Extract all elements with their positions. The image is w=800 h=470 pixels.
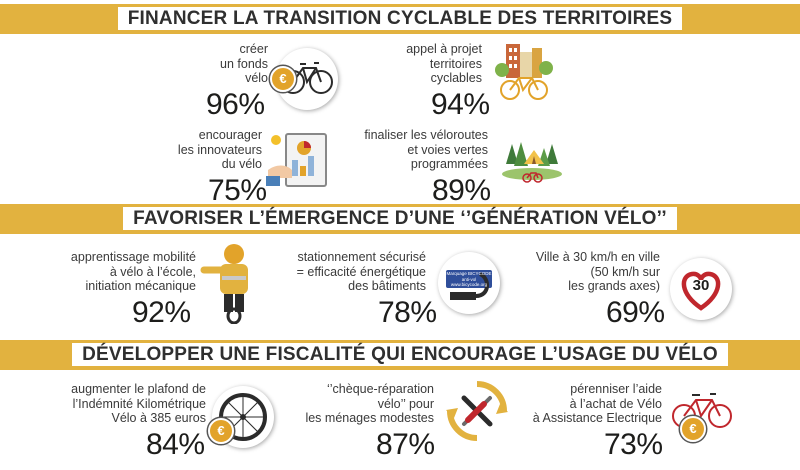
section-title-1: FINANCER LA TRANSITION CYCLABLE DES TERR… <box>0 7 800 30</box>
euro-badge-ebike: € <box>680 416 706 442</box>
section-title-3: DÉVELOPPER UNE FISCALITÉ QUI ENCOURAGE L… <box>0 343 800 366</box>
item-label-aide-vae: pérenniser l’aide à l’achat de Vélo à As… <box>532 382 662 425</box>
item-pct-stationnement: 78% <box>378 296 437 329</box>
item-pct-innovateurs: 75% <box>208 174 267 207</box>
item-label-apprentissage: apprentissage mobilité à vélo à l’école,… <box>70 250 196 293</box>
item-label-stationnement: stationnement sécurisé = efficacité éner… <box>296 250 426 293</box>
item-pct-apprentissage: 92% <box>132 296 191 329</box>
greenway-tent-icon <box>500 134 564 186</box>
item-label-innovateurs: encourager les innovateurs du vélo <box>177 128 262 171</box>
bicycle-euro-icon <box>276 48 338 110</box>
repair-tools-icon <box>444 378 510 444</box>
section-title-2-text: FAVORISER L’ÉMERGENCE D’UNE ‘’GÉNÉRATION… <box>123 207 677 230</box>
item-label-fonds-velo: créer un fonds vélo <box>220 42 268 85</box>
item-label-ville-30: Ville à 30 km/h en ville (50 km/h sur le… <box>535 250 660 293</box>
item-label-ik-velo: augmenter le plafond de l’Indémnité Kilo… <box>71 382 206 425</box>
item-pct-ik-velo: 84% <box>146 428 205 461</box>
item-pct-appel-projet: 94% <box>431 88 490 121</box>
euro-badge: € <box>270 66 296 92</box>
item-label-appel-projet: appel à projet territoires cyclables <box>406 42 482 85</box>
item-pct-cheque-reparation: 87% <box>376 428 435 461</box>
innovation-tablet-icon <box>266 126 330 192</box>
speed-limit-value: 30 <box>692 277 710 294</box>
lock-tag-line-1: Marquage BICYCODE <box>446 271 492 276</box>
speed-30-heart-icon: 30 <box>670 258 732 320</box>
section-title-1-text: FINANCER LA TRANSITION CYCLABLE DES TERR… <box>117 7 683 30</box>
child-cyclist-icon <box>200 240 260 325</box>
bike-lock-icon: Marquage BICYCODE anti-vol www.bicycode.… <box>438 252 500 314</box>
item-label-veloroutes: finaliser les véloroutes et voies vertes… <box>364 128 488 171</box>
section-title-3-text: DÉVELOPPER UNE FISCALITÉ QUI ENCOURAGE L… <box>72 343 728 366</box>
item-pct-ville-30: 69% <box>606 296 665 329</box>
section-title-2: FAVORISER L’ÉMERGENCE D’UNE ‘’GÉNÉRATION… <box>0 207 800 230</box>
city-bicycle-icon <box>494 40 554 102</box>
item-pct-fonds-velo: 96% <box>206 88 265 121</box>
lock-tag-line-3: www.bicycode.org <box>450 282 488 287</box>
item-pct-aide-vae: 73% <box>604 428 663 461</box>
lock-tag-text: Marquage BICYCODE anti-vol www.bicycode.… <box>446 271 492 288</box>
euro-badge-wheel: € <box>208 418 234 444</box>
lock-tag-line-2: anti-vol <box>461 276 477 282</box>
item-label-cheque-reparation: ‘’chèque-réparation vélo’’ pour les ména… <box>305 382 434 425</box>
item-pct-veloroutes: 89% <box>432 174 491 207</box>
